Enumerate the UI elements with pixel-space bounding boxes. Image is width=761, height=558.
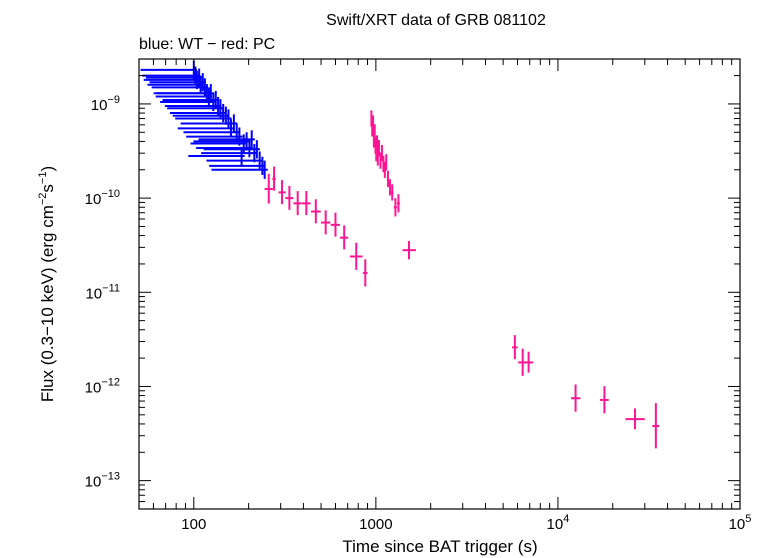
axis-layer: 100 1000 104 105 10−9 10−10 10−11 10−12 10−13 <box>85 58 752 533</box>
data-point <box>571 384 581 412</box>
data-point <box>512 335 518 360</box>
series-pc <box>264 110 660 449</box>
y-tick-label: 10−9 <box>91 94 120 114</box>
data-point <box>321 210 331 235</box>
data-point <box>390 184 394 201</box>
data-point <box>652 403 660 449</box>
data-point <box>167 99 224 118</box>
data-point <box>393 198 397 217</box>
data-point <box>201 144 258 163</box>
x-tick-label: 100 <box>181 516 206 533</box>
data-point <box>385 154 388 171</box>
data-point <box>293 191 302 216</box>
data-point <box>147 75 204 94</box>
data-point <box>211 160 268 179</box>
data-point <box>172 106 229 125</box>
data-point <box>339 225 349 250</box>
data-point <box>396 194 400 213</box>
data-point <box>523 351 534 373</box>
data-point <box>285 185 294 210</box>
data-point <box>330 212 340 237</box>
data-point <box>310 199 321 224</box>
data-point <box>386 170 389 188</box>
data-point <box>180 114 237 133</box>
data-point <box>402 241 416 260</box>
data-point <box>264 173 273 204</box>
x-tick-label: 104 <box>547 513 570 533</box>
x-tick-label: 1000 <box>359 516 392 533</box>
data-point <box>209 156 266 175</box>
data-point <box>380 145 383 162</box>
series-layer <box>140 60 660 449</box>
chart-subtitle: blue: WT − red: PC <box>139 36 275 53</box>
y-axis-label: Flux (0.3−10 keV) (erg cm−2s−1) <box>37 166 57 402</box>
data-point <box>376 135 379 152</box>
series-wt <box>140 60 268 179</box>
x-tick-label: 105 <box>729 513 752 533</box>
data-point <box>175 109 232 128</box>
data-point <box>388 179 391 196</box>
data-point <box>143 70 201 90</box>
data-point <box>362 259 368 287</box>
data-point <box>349 242 363 270</box>
data-point <box>625 408 645 430</box>
data-point <box>272 166 276 191</box>
data-point <box>177 119 235 138</box>
data-point <box>377 139 380 157</box>
data-point <box>183 123 240 142</box>
data-point <box>372 115 375 132</box>
data-point <box>376 149 379 166</box>
data-point <box>599 386 609 414</box>
data-point <box>278 180 286 205</box>
y-tick-label: 10−11 <box>85 282 120 302</box>
y-tick-label: 10−12 <box>85 376 120 396</box>
data-point <box>203 140 260 159</box>
y-tick-label: 10−13 <box>85 471 120 491</box>
plot-frame <box>138 58 741 510</box>
y-tick-label: 10−10 <box>85 188 120 208</box>
chart-title: Swift/XRT data of GRB 081102 <box>326 12 546 29</box>
x-axis-label: Time since BAT trigger (s) <box>342 537 537 556</box>
data-point <box>198 130 255 149</box>
data-point <box>302 191 311 216</box>
